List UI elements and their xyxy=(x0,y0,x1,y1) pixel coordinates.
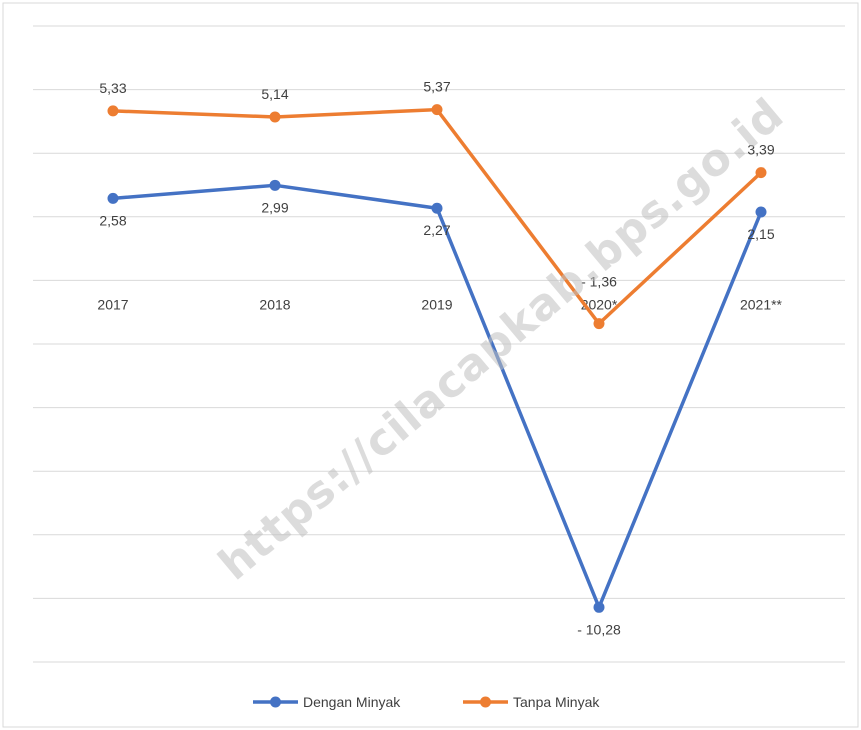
data-point xyxy=(593,318,605,330)
data-label: 2,99 xyxy=(261,199,288,215)
data-point xyxy=(431,104,443,116)
data-label: 2,58 xyxy=(99,212,126,228)
data-point xyxy=(269,111,281,123)
data-label: 3,39 xyxy=(747,142,774,158)
data-label: 5,33 xyxy=(99,80,126,96)
data-point xyxy=(107,105,119,117)
legend-label: Tanpa Minyak xyxy=(513,694,600,710)
legend-label: Dengan Minyak xyxy=(303,694,401,710)
gridlines xyxy=(33,25,845,663)
data-point xyxy=(107,192,119,204)
data-label: 2,15 xyxy=(747,226,774,242)
data-label: - 10,28 xyxy=(577,621,621,637)
category-label: 2018 xyxy=(259,296,290,312)
data-point xyxy=(593,601,605,613)
data-label: - 1,36 xyxy=(581,274,617,290)
data-label: 5,14 xyxy=(261,86,288,102)
legend-marker xyxy=(480,696,491,708)
category-label: 2019 xyxy=(421,296,452,312)
legend-marker xyxy=(270,696,281,708)
category-label: 2020* xyxy=(581,296,618,312)
data-point xyxy=(755,167,767,179)
legend: Dengan Minyak Tanpa Minyak xyxy=(253,694,600,710)
category-axis: 2017 2018 2019 2020* 2021** xyxy=(97,296,782,312)
data-point xyxy=(269,179,281,191)
data-point xyxy=(755,206,767,218)
series-markers xyxy=(107,104,767,613)
data-label: 5,37 xyxy=(423,79,450,95)
category-label: 2017 xyxy=(97,296,128,312)
data-label: 2,27 xyxy=(423,222,450,238)
data-labels: 2,58 2,99 2,27 - 10,28 2,15 5,33 5,14 5,37 - 1,3… xyxy=(99,79,774,638)
category-label: 2021** xyxy=(740,296,783,312)
data-point xyxy=(431,202,443,214)
